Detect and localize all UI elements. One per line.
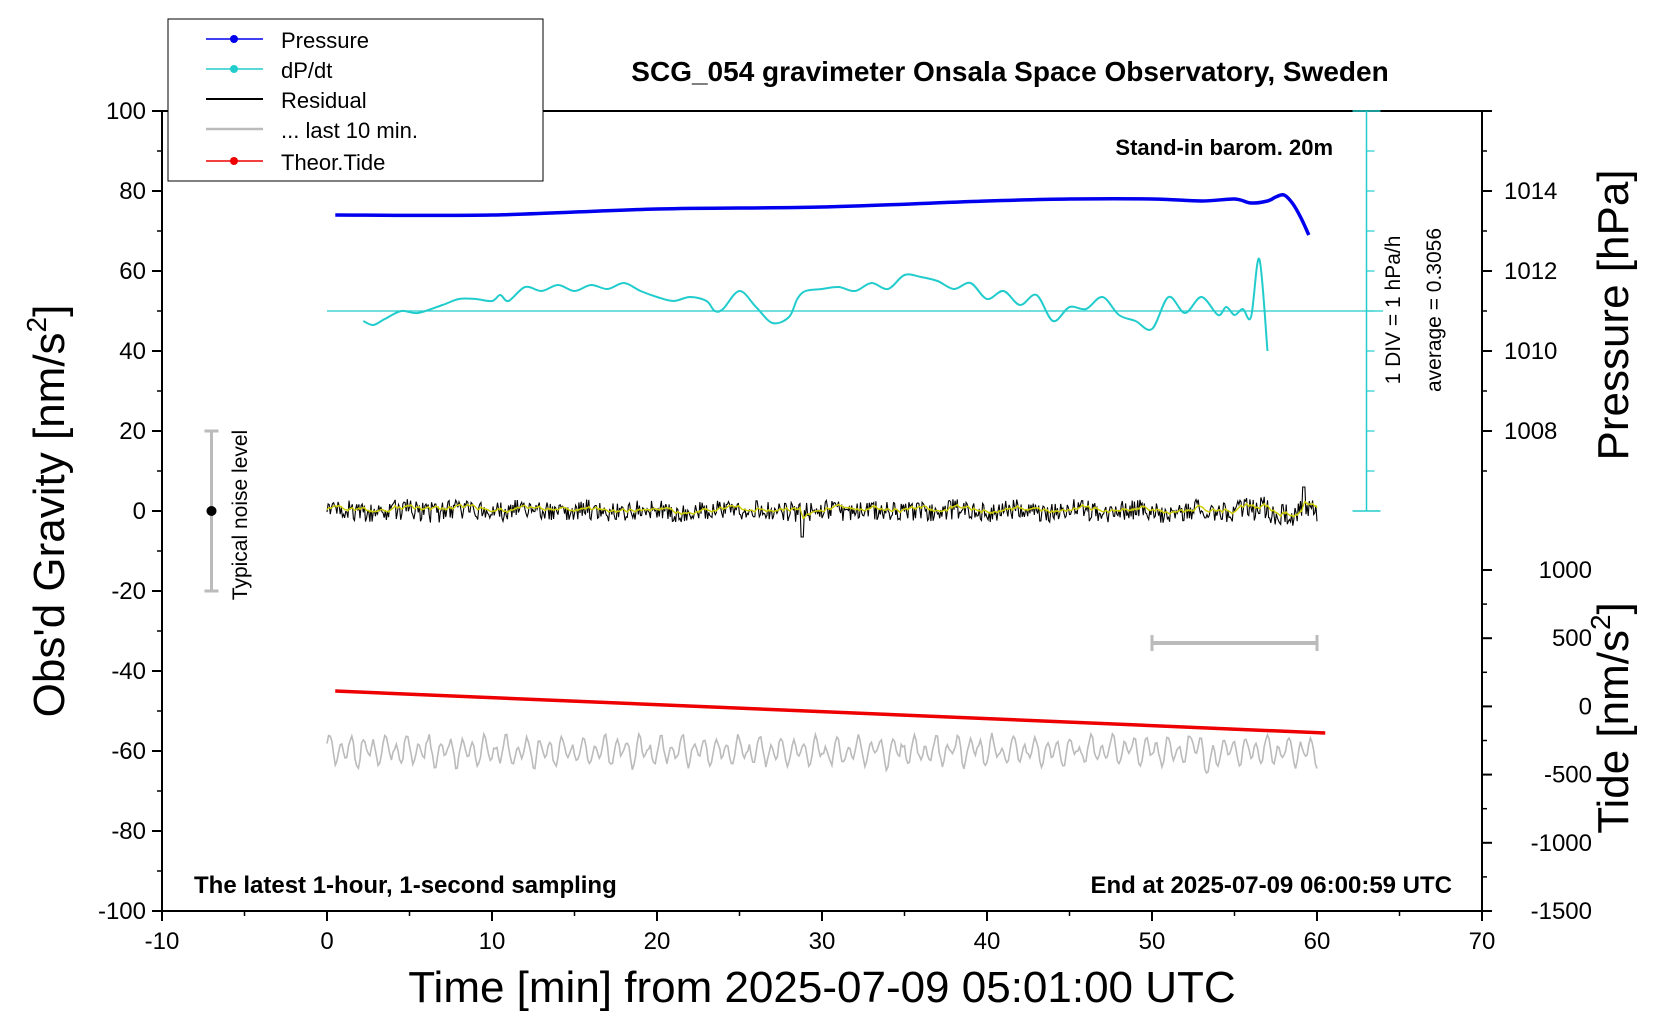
y-tick-label: 60	[119, 258, 146, 285]
pressure-tick-label: 1010	[1504, 338, 1557, 365]
div-label: 1 DIV = 1 hPa/h	[1382, 236, 1405, 385]
legend-item-pressure: Pressure	[206, 28, 369, 53]
tide-tick-label: 500	[1552, 625, 1592, 652]
x-tick-label: 0	[320, 928, 333, 955]
pressure-axis-title: Pressure [hPa]	[1589, 169, 1638, 460]
noise-level-marker	[204, 429, 219, 593]
y-tick-label: -20	[111, 578, 146, 605]
legend-dot-pressure	[230, 35, 238, 43]
noise-level-label: Typical noise level	[229, 430, 252, 600]
x-tick-label: 40	[974, 928, 1001, 955]
average-label: average = 0.3056	[1423, 228, 1446, 392]
x-tick-label: 50	[1139, 928, 1166, 955]
y-axis-title-main: Obs'd Gravity [nm/s	[25, 332, 74, 717]
legend-label-tide: Theor.Tide	[281, 150, 385, 175]
legend: Pressure dP/dt Residual ... last 10 min.…	[167, 18, 544, 182]
bottom-left-note: The latest 1-hour, 1-second sampling	[194, 872, 617, 899]
y-axis-title-end: ]	[25, 305, 74, 317]
y-tick-label: -100	[98, 898, 146, 925]
y-tick-label: 40	[119, 338, 146, 365]
legend-dot-dpdt	[230, 65, 238, 73]
x-tick-label: 60	[1304, 928, 1331, 955]
x-tick-label: -10	[145, 928, 180, 955]
x-tick-label: 10	[479, 928, 506, 955]
tide-tick-label: -500	[1544, 762, 1592, 789]
legend-item-dpdt: dP/dt	[206, 58, 332, 83]
tide-axis-title: Tide [nm/s2]	[1585, 602, 1638, 834]
legend-dot-tide	[230, 157, 238, 165]
tide-tick-label: -1000	[1531, 830, 1592, 857]
tide-axis-title-main: Tide [nm/s	[1589, 630, 1638, 834]
last10-series	[326, 635, 1319, 775]
y-tick-label: -80	[111, 818, 146, 845]
noise-center-dot	[206, 506, 217, 516]
bottom-right-note: End at 2025-07-09 06:00:59 UTC	[1091, 872, 1453, 899]
legend-item-tide: Theor.Tide	[206, 150, 385, 175]
x-axis-title: Time [min] from 2025-07-09 05:01:00 UTC	[408, 963, 1235, 1012]
chart-title: SCG_054 gravimeter Onsala Space Observat…	[631, 56, 1388, 87]
y-tick-label: 100	[106, 98, 146, 125]
legend-label-last10: ... last 10 min.	[281, 118, 418, 143]
dpdt-line	[362, 257, 1269, 352]
y-tick-label: 80	[119, 178, 146, 205]
last10-line	[326, 731, 1318, 775]
legend-label-pressure: Pressure	[281, 28, 369, 53]
x-tick-label: 30	[809, 928, 836, 955]
legend-label-residual: Residual	[281, 88, 367, 113]
residual-smoothed-line	[326, 499, 1318, 520]
legend-item-residual: Residual	[206, 88, 367, 113]
tide-tick-label: 0	[1579, 693, 1592, 720]
y-tick-label: 20	[119, 418, 146, 445]
legend-item-last10: ... last 10 min.	[206, 118, 418, 143]
x-tick-label: 20	[644, 928, 671, 955]
x-axis-ticks: -10 0 10 20 30 40 50 60 70	[145, 911, 1496, 955]
residual-line	[326, 486, 1318, 538]
dpdt-scale-axis	[327, 110, 1383, 512]
pressure-tick-label: 1008	[1504, 418, 1557, 445]
pressure-tick-label: 1012	[1504, 258, 1557, 285]
y-tick-label: 0	[133, 498, 146, 525]
pressure-axis-ticks: 1008 1010 1012 1014	[1481, 110, 1557, 511]
y-axis-title-sup: 2	[21, 317, 52, 333]
tide-axis-title-sup: 2	[1585, 614, 1616, 630]
x-tick-label: 70	[1469, 928, 1496, 955]
tide-axis-ticks: -1500 -1000 -500 0 500 1000	[1482, 557, 1592, 925]
pressure-series	[335, 193, 1311, 236]
pressure-line	[335, 193, 1311, 236]
y-axis-ticks: -100 -80 -60 -40 -20 0 20 40 60 80 100	[98, 98, 162, 925]
pressure-tick-label: 1014	[1504, 178, 1557, 205]
tide-line	[335, 689, 1326, 735]
y-tick-label: -60	[111, 738, 146, 765]
y-axis-title: Obs'd Gravity [nm/s2]	[21, 305, 74, 718]
barometer-label: Stand-in barom. 20m	[1115, 135, 1333, 160]
tide-axis-title-end: ]	[1589, 602, 1638, 614]
residual-series	[326, 486, 1318, 538]
tide-tick-label: -1500	[1531, 898, 1592, 925]
dpdt-series	[362, 257, 1269, 352]
legend-label-dpdt: dP/dt	[281, 58, 332, 83]
tide-series	[335, 689, 1326, 735]
tide-tick-label: 1000	[1539, 557, 1592, 584]
y-tick-label: -40	[111, 658, 146, 685]
